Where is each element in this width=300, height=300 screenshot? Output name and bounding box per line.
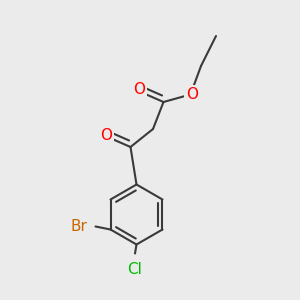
Text: Cl: Cl [128, 262, 142, 278]
Text: Br: Br [70, 219, 88, 234]
Text: O: O [100, 128, 112, 142]
Text: O: O [134, 82, 146, 98]
Text: O: O [186, 87, 198, 102]
